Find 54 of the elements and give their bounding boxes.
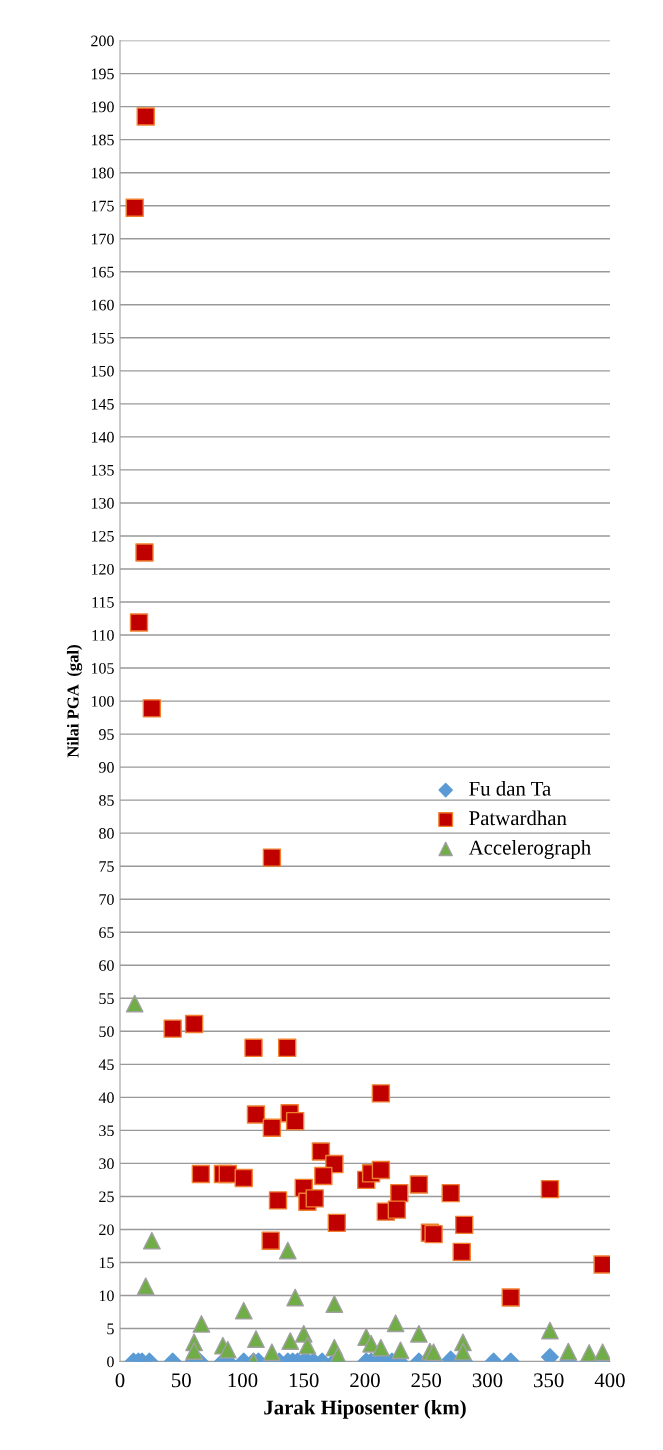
y-tick-label: 175 bbox=[91, 200, 114, 212]
y-tick-label: 145 bbox=[91, 398, 114, 410]
y-tick-label: 150 bbox=[91, 365, 114, 377]
y-tick-label: 160 bbox=[91, 299, 114, 311]
x-tick-label: 150 bbox=[289, 1373, 319, 1388]
y-tick-label: 140 bbox=[91, 431, 114, 443]
y-tick-label: 185 bbox=[91, 134, 114, 146]
y-tick-label: 85 bbox=[99, 795, 114, 806]
y-axis-title: Nilai PGA (gal) bbox=[66, 645, 83, 758]
y-tick-label: 155 bbox=[91, 332, 114, 344]
y-tick-label: 75 bbox=[99, 861, 114, 872]
y-tick-label: 110 bbox=[92, 629, 114, 641]
y-tick-label: 80 bbox=[99, 828, 114, 839]
x-tick-label: 200 bbox=[350, 1373, 380, 1388]
y-tick-label: 195 bbox=[91, 68, 114, 80]
y-tick-label: 60 bbox=[99, 960, 114, 971]
x-axis-title: Jarak Hiposenter (km) bbox=[264, 1399, 466, 1419]
y-tick-label: 25 bbox=[99, 1191, 114, 1203]
y-tick-label: 50 bbox=[99, 1026, 114, 1038]
y-tick-label: 95 bbox=[98, 729, 114, 740]
x-tick-label: 300 bbox=[472, 1373, 503, 1388]
y-tick-label: 55 bbox=[99, 993, 114, 1004]
y-tick-label: 65 bbox=[99, 927, 114, 938]
x-tick-label: 400 bbox=[594, 1373, 625, 1388]
y-tick-label: 70 bbox=[99, 894, 114, 905]
y-tick-label: 200 bbox=[91, 35, 114, 47]
y-tick-label: 105 bbox=[91, 662, 114, 674]
y-tick-label: 130 bbox=[91, 497, 114, 509]
y-tick-label: 165 bbox=[91, 266, 114, 278]
y-tick-label: 45 bbox=[98, 1059, 114, 1071]
y-tick-label: 10 bbox=[99, 1290, 114, 1302]
y-tick-label: 135 bbox=[91, 464, 114, 476]
y-tick-label: 125 bbox=[91, 530, 114, 542]
y-tick-label: 35 bbox=[99, 1125, 114, 1137]
x-tick-label: 100 bbox=[228, 1373, 258, 1388]
y-tick-label: 190 bbox=[91, 101, 114, 113]
y-tick-label: 5 bbox=[107, 1323, 114, 1335]
y-tick-label: 100 bbox=[91, 696, 114, 707]
legend-label: Patwardhan bbox=[469, 810, 567, 826]
y-tick-label: 90 bbox=[98, 762, 114, 773]
y-tick-label: 15 bbox=[99, 1257, 114, 1269]
y-tick-label: 0 bbox=[107, 1356, 114, 1368]
y-tick-label: 20 bbox=[99, 1224, 114, 1236]
y-tick-label: 120 bbox=[91, 563, 114, 575]
x-tick-label: 50 bbox=[172, 1373, 191, 1388]
y-tick-label: 40 bbox=[98, 1092, 114, 1104]
y-tick-label: 115 bbox=[92, 597, 114, 608]
y-tick-label: 30 bbox=[99, 1158, 114, 1170]
x-tick-label: 250 bbox=[411, 1373, 442, 1388]
x-tick-label: 350 bbox=[534, 1373, 564, 1388]
legend-label: Fu dan Ta bbox=[469, 781, 551, 796]
legend-label: Accelerograph bbox=[468, 839, 591, 859]
y-tick-label: 180 bbox=[91, 167, 114, 179]
y-tick-label: 170 bbox=[91, 233, 114, 245]
